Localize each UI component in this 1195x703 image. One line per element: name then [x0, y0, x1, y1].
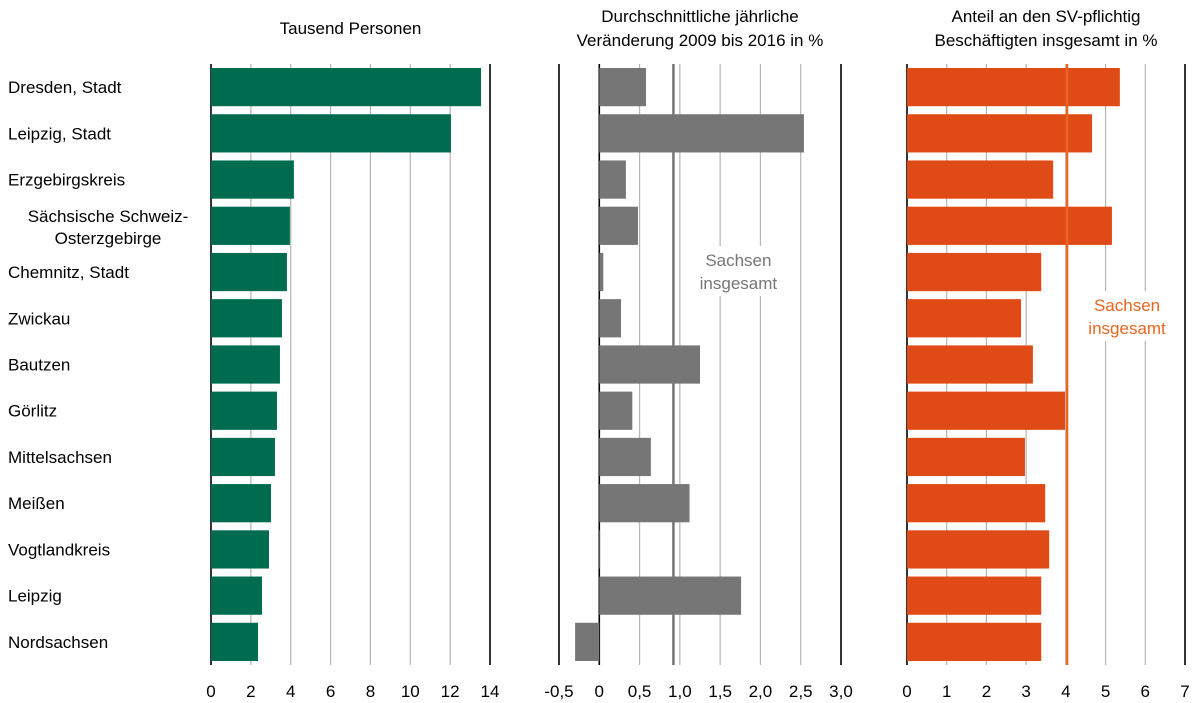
category-label: Nordsachsen [8, 633, 108, 652]
x-tick-label: 5 [1101, 682, 1110, 701]
bar [211, 484, 271, 523]
x-tick-label: 2,0 [749, 682, 773, 701]
bar [907, 530, 1050, 569]
bar [907, 68, 1120, 107]
x-tick-label: 0,5 [628, 682, 652, 701]
x-tick-label: 1,5 [708, 682, 732, 701]
category-label: Dresden, Stadt [8, 78, 122, 97]
category-label: Bautzen [8, 356, 70, 375]
bar [907, 206, 1112, 245]
bar [211, 576, 263, 615]
bar [599, 576, 742, 615]
category-label: Zwickau [8, 309, 70, 328]
bar [599, 345, 700, 384]
bar [599, 437, 651, 477]
panel-title: Anteil an den SV-pflichtig Beschäftigten … [934, 7, 1157, 50]
bar [599, 530, 601, 569]
category-label: Vogtlandkreis [8, 540, 110, 559]
x-tick-label: 2 [982, 682, 991, 701]
category-label: Sächsische Schweiz-Osterzgebirge [28, 207, 189, 248]
category-label: Görlitz [8, 402, 57, 421]
panel-title: Durchschnittliche jährliche Veränderung 2… [577, 7, 824, 50]
category-label: Erzgebirgskreis [8, 171, 125, 190]
x-tick-label: 12 [441, 682, 460, 701]
reference-label: Sachsen insgesamt [1088, 296, 1166, 338]
category-label: Mittelsachsen [8, 448, 112, 467]
x-tick-label: 4 [286, 682, 295, 701]
x-tick-label: 1 [942, 682, 951, 701]
bar [211, 160, 294, 199]
x-tick-label: 1,0 [668, 682, 692, 701]
x-tick-label: 3,0 [829, 682, 853, 701]
x-tick-label: 0 [206, 682, 215, 701]
bar [907, 114, 1093, 153]
x-tick-label: 4 [1061, 682, 1070, 701]
x-tick-label: 3 [1021, 682, 1030, 701]
bar [211, 252, 287, 292]
bar [599, 252, 604, 292]
bar [907, 252, 1042, 292]
x-tick-label: 2 [246, 682, 255, 701]
bar [211, 68, 482, 107]
x-tick-label: 2,5 [789, 682, 813, 701]
label-background [690, 246, 787, 296]
category-label: Leipzig, Stadt [8, 124, 111, 143]
x-tick-label: 6 [326, 682, 335, 701]
bar [211, 299, 282, 338]
bar [211, 391, 277, 430]
bar [907, 299, 1021, 338]
category-label: Meißen [8, 494, 65, 513]
bar [907, 391, 1066, 430]
bar [211, 345, 280, 384]
bar [575, 622, 600, 661]
bar [211, 437, 275, 477]
bar [211, 530, 269, 569]
x-tick-label: 0 [595, 682, 604, 701]
bar [599, 114, 804, 153]
panel-title: Tausend Personen [280, 19, 422, 38]
bar [211, 622, 259, 661]
bar [907, 437, 1025, 477]
category-label: Leipzig [8, 587, 62, 606]
bar [599, 160, 626, 199]
bar [211, 114, 451, 153]
label-background [1079, 291, 1176, 341]
x-tick-label: 7 [1180, 682, 1189, 701]
x-tick-label: 14 [481, 682, 500, 701]
bar [599, 484, 690, 523]
bar [907, 345, 1033, 384]
bar [599, 206, 638, 245]
x-tick-label: 6 [1141, 682, 1150, 701]
bar [599, 299, 622, 338]
x-tick-label: 10 [401, 682, 420, 701]
bar [599, 391, 633, 430]
category-label: Chemnitz, Stadt [8, 263, 129, 282]
bar [907, 622, 1042, 661]
bar [907, 576, 1042, 615]
x-tick-label: 0 [902, 682, 911, 701]
x-tick-label: -0,5 [544, 682, 573, 701]
bar [907, 160, 1054, 199]
bar [907, 484, 1046, 523]
bar [599, 68, 647, 107]
bar [211, 206, 290, 245]
x-tick-label: 8 [366, 682, 375, 701]
reference-label: Sachsen insgesamt [700, 251, 778, 293]
